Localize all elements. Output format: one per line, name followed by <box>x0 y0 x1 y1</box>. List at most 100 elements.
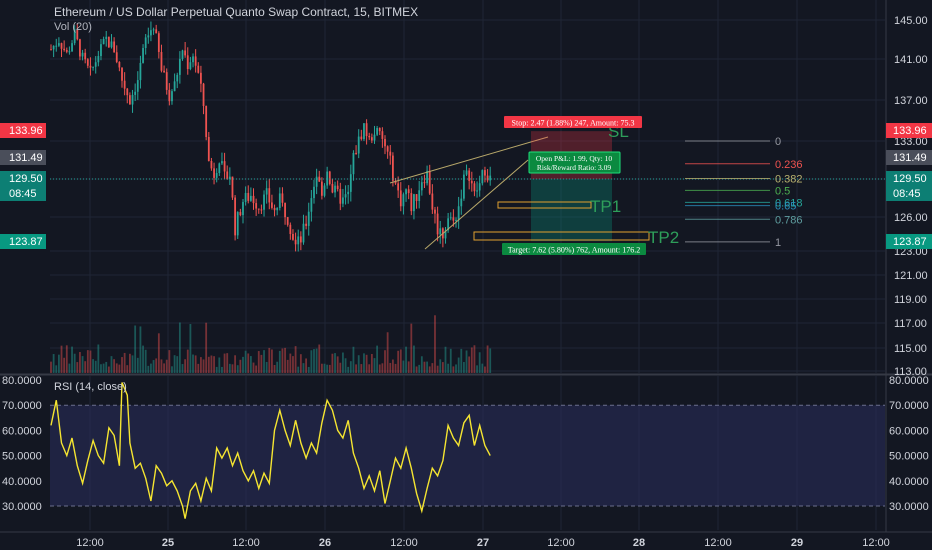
candle-body <box>484 170 486 176</box>
volume-bar <box>244 350 247 373</box>
candle-body <box>297 236 300 245</box>
volume-bar <box>476 365 478 373</box>
rsi-tick-label-left: 50.0000 <box>2 451 42 463</box>
volume-bar <box>363 353 365 373</box>
volume-bar <box>192 354 194 373</box>
candle-body <box>165 72 168 90</box>
candle-body <box>257 208 260 210</box>
candle-body <box>489 175 492 181</box>
volume-bar <box>228 363 231 373</box>
volume-bar <box>470 347 473 373</box>
volume-bar <box>189 323 192 373</box>
candle-body <box>181 50 184 59</box>
candle-body <box>184 50 187 56</box>
candle-body <box>147 35 150 38</box>
candle-body <box>207 136 210 161</box>
candle-body <box>370 137 373 141</box>
candle-body <box>136 80 139 92</box>
candle-body <box>410 193 413 212</box>
candle-body <box>113 41 116 53</box>
volume-bar <box>352 346 355 373</box>
volume-bar <box>323 363 326 373</box>
volume-bar <box>86 350 89 373</box>
candle-body <box>160 51 163 71</box>
price-tick-label: 137.00 <box>894 95 928 107</box>
candle-body <box>352 152 355 175</box>
volume-bar <box>202 359 205 373</box>
price-label-badge-left <box>0 171 46 186</box>
volume-bar <box>357 355 360 373</box>
volume-bar <box>273 364 276 373</box>
price-label-text-left: 08:45 <box>9 188 37 200</box>
price-tick-label: 145.00 <box>894 15 928 27</box>
volume-bar <box>386 332 389 373</box>
volume-bar <box>65 345 68 373</box>
candle-body <box>415 194 418 201</box>
volume-bar <box>294 346 297 373</box>
rsi-tick-label: 60.0000 <box>889 425 929 437</box>
volume-bar <box>373 358 376 373</box>
price-label-text: 133.96 <box>893 125 927 137</box>
candle-body <box>68 51 71 53</box>
volume-bar <box>84 361 87 373</box>
volume-bar <box>131 355 134 373</box>
volume-bar <box>110 356 113 373</box>
volume-bar <box>399 349 402 373</box>
price-label-text: 08:45 <box>893 188 921 200</box>
candle-body <box>305 223 308 226</box>
candle-body <box>397 183 400 191</box>
volume-bar <box>197 363 200 373</box>
volume-bar <box>247 353 250 373</box>
candle-body <box>134 91 137 95</box>
volume-bar <box>302 363 305 373</box>
time-tick-label: 12:00 <box>704 537 732 549</box>
volume-bar <box>205 322 208 373</box>
volume-bar <box>434 315 436 373</box>
candle-body <box>255 203 258 209</box>
price-label-badge <box>886 171 932 186</box>
candle-body <box>76 29 79 40</box>
volume-bar <box>481 363 484 373</box>
candle-body <box>420 182 423 191</box>
fib-level-label: 1 <box>775 237 781 249</box>
candle-body <box>365 123 368 137</box>
volume-bar <box>299 354 302 373</box>
volume-bar <box>79 352 81 373</box>
volume-bar <box>410 323 413 373</box>
candle-body <box>281 193 284 203</box>
price-tick-label: 113.00 <box>894 366 927 378</box>
volume-bars <box>50 315 492 373</box>
candle-body <box>89 65 92 68</box>
candle-body <box>252 195 255 204</box>
volume-bar <box>221 366 223 373</box>
volume-bar <box>426 361 428 373</box>
time-tick-label: 29 <box>791 537 803 549</box>
candle-body <box>418 190 421 201</box>
candle-body <box>376 127 379 135</box>
volume-bar <box>136 357 139 373</box>
volume-bar <box>418 364 421 373</box>
volume-indicator-label: Vol (20) <box>54 21 92 33</box>
volume-bar <box>378 364 381 373</box>
stop-info-box <box>504 116 642 128</box>
candle-body <box>326 171 329 186</box>
price-label-text-left: 131.49 <box>9 152 43 164</box>
candle-body <box>152 29 155 31</box>
fib-level-label: 0.618 <box>775 197 803 209</box>
candle-body <box>455 219 457 221</box>
volume-bar <box>207 356 210 373</box>
candle-body <box>334 185 336 193</box>
volume-bar <box>389 362 392 373</box>
time-tick-label: 12:00 <box>390 537 418 549</box>
candle-body <box>292 234 294 240</box>
candle-body <box>244 192 247 203</box>
candle-body <box>57 43 60 46</box>
candle-body <box>481 170 484 184</box>
candle-body <box>176 74 179 82</box>
volume-bar <box>334 353 336 373</box>
candle-body <box>178 58 181 75</box>
rsi-tick-label-left: 60.0000 <box>2 425 42 437</box>
candle-body <box>452 217 455 221</box>
